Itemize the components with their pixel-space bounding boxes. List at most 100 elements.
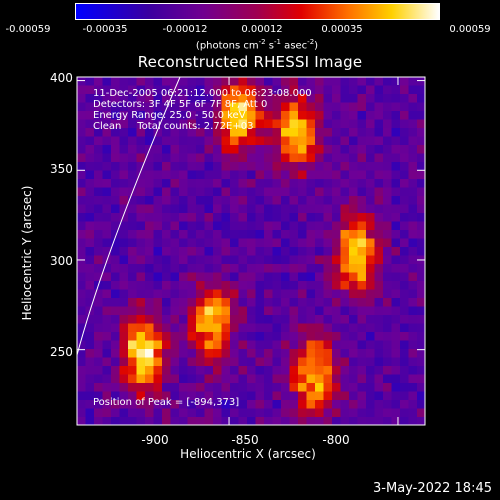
heatmap-cell [230, 340, 239, 350]
heatmap-cell [391, 391, 401, 401]
heatmap-cell [349, 179, 358, 188]
heatmap-cell [357, 417, 367, 425]
heatmap-cell [391, 315, 401, 324]
heatmap-cell [145, 264, 154, 273]
peak-position-label: Position of Peak = [-894,373] [93, 397, 240, 408]
heatmap-cell [315, 366, 324, 375]
heatmap-cell [315, 417, 324, 425]
heatmap-cell [213, 94, 222, 103]
heatmap-cell [298, 315, 307, 324]
heatmap-cell [255, 85, 265, 95]
heatmap-cell [102, 196, 112, 205]
heatmap-cell [366, 213, 375, 222]
heatmap-cell [187, 315, 197, 324]
heatmap-cell [247, 119, 256, 129]
heatmap-cell [145, 128, 154, 137]
heatmap-cell [315, 306, 324, 316]
heatmap-cell [102, 213, 112, 222]
heatmap-cell [85, 85, 95, 95]
heatmap-cell [94, 94, 103, 103]
heatmap-cell [264, 196, 273, 205]
heatmap-cell [111, 119, 120, 129]
colorbar-unit: (photons cm-2 s-1 asec-2) [195, 38, 319, 52]
heatmap-cell [102, 289, 112, 299]
heatmap-cell [272, 187, 282, 197]
heatmap-cell [128, 179, 137, 188]
heatmap-cell [128, 391, 137, 401]
y-tick-label: 300 [50, 254, 73, 268]
heatmap-cell [153, 153, 163, 163]
heatmap-cell [94, 315, 103, 324]
heatmap-cell [374, 153, 384, 163]
heatmap-cell [213, 77, 222, 86]
heatmap-cell [255, 323, 265, 333]
heatmap-cell [323, 306, 333, 316]
heatmap-cell [153, 332, 163, 341]
heatmap-cell [204, 187, 214, 197]
heatmap-cell [196, 136, 205, 146]
heatmap-cell [272, 119, 282, 129]
heatmap-cell [408, 77, 418, 86]
heatmap-cell [85, 187, 95, 197]
heatmap-cell [102, 230, 112, 239]
heatmap-cell [119, 272, 129, 282]
heatmap-cell [230, 400, 239, 409]
heatmap-cell [162, 383, 171, 392]
heatmap-cell [264, 315, 273, 324]
heatmap-cell [315, 221, 324, 231]
heatmap-cell [332, 408, 341, 418]
heatmap-cell [111, 255, 120, 265]
heatmap-cell [357, 332, 367, 341]
heatmap-cell [170, 408, 180, 418]
heatmap-cell [298, 204, 307, 214]
heatmap-cell [179, 315, 188, 324]
heatmap-cell [204, 247, 214, 256]
heatmap-cell [332, 213, 341, 222]
heatmap-cell [213, 204, 222, 214]
heatmap-cell [119, 366, 129, 375]
heatmap-cell [255, 111, 265, 120]
heatmap-cell [298, 196, 307, 205]
heatmap-cell [417, 102, 425, 112]
heatmap-cell [315, 230, 324, 239]
heatmap-cell [272, 306, 282, 316]
heatmap-cell [145, 85, 154, 95]
heatmap-cell [255, 128, 265, 137]
heatmap-cell [417, 128, 425, 137]
heatmap-cell [391, 357, 401, 367]
heatmap-cell [332, 153, 341, 163]
heatmap-cell [349, 417, 358, 425]
heatmap-cell [357, 162, 367, 171]
heatmap-cell [77, 315, 86, 324]
heatmap-cell [128, 323, 137, 333]
heatmap-cell [374, 374, 384, 384]
heatmap-cell [298, 408, 307, 418]
heatmap-cell [153, 136, 163, 146]
heatmap-cell [332, 272, 341, 282]
heatmap-cell [230, 408, 239, 418]
heatmap-cell [400, 145, 409, 154]
heatmap-cell [136, 391, 146, 401]
heatmap-cell [357, 400, 367, 409]
heatmap-cell [366, 119, 375, 129]
heatmap-cell [102, 145, 112, 154]
heatmap-cell [374, 323, 384, 333]
heatmap-cell [391, 374, 401, 384]
heatmap-cell [136, 255, 146, 265]
heatmap-cell [374, 196, 384, 205]
heatmap-cell [332, 391, 341, 401]
heatmap-cell [102, 340, 112, 350]
heatmap-cell [238, 238, 248, 248]
heatmap-cell [391, 119, 401, 129]
heatmap-cell [298, 136, 307, 146]
heatmap-cell [374, 85, 384, 95]
heatmap-cell [119, 111, 129, 120]
heatmap-cell [94, 374, 103, 384]
heatmap-cell [230, 94, 239, 103]
heatmap-cell [145, 408, 154, 418]
heatmap-cell [77, 111, 86, 120]
heatmap-cell [179, 281, 188, 290]
heatmap-cell [170, 255, 180, 265]
heatmap-cell [179, 306, 188, 316]
heatmap-cell [400, 187, 409, 197]
